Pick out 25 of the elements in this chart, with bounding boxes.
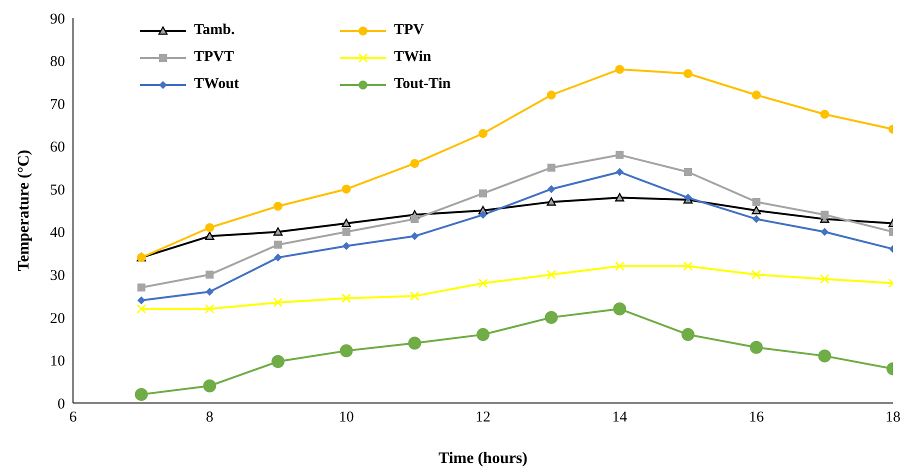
- y-tick-label: 20: [50, 310, 65, 327]
- x-tick-label: 10: [338, 410, 354, 426]
- y-tick-label: 90: [50, 11, 65, 28]
- y-axis-title: Temperature (°C): [16, 150, 33, 272]
- x-tick-label: 12: [476, 410, 490, 426]
- x-tick-label: 6: [69, 410, 78, 426]
- y-tick-label: 50: [50, 182, 65, 198]
- y-tick-label: 80: [50, 54, 65, 70]
- legend-label: TWout: [194, 76, 240, 93]
- x-axis-title: Time (hours): [438, 450, 528, 467]
- legend-label: Tout-Tin: [394, 76, 451, 93]
- x-tick-label: 14: [612, 410, 628, 426]
- x-tick-label: 18: [886, 410, 900, 426]
- legend-label: Tamb.: [194, 22, 235, 39]
- y-tick-label: 60: [50, 140, 65, 156]
- y-tick-label: 0: [58, 396, 65, 412]
- y-tick-label: 10: [50, 354, 65, 370]
- x-tick-label: 8: [206, 410, 214, 426]
- x-tick-label: 16: [748, 410, 764, 426]
- y-tick-label: 70: [50, 96, 65, 113]
- legend-label: TPV: [394, 22, 424, 39]
- y-tick-label: 40: [50, 225, 65, 242]
- y-tick-label: 30: [50, 268, 65, 284]
- legend-label: TPVT: [194, 49, 234, 66]
- legend-label: TWin: [394, 49, 432, 66]
